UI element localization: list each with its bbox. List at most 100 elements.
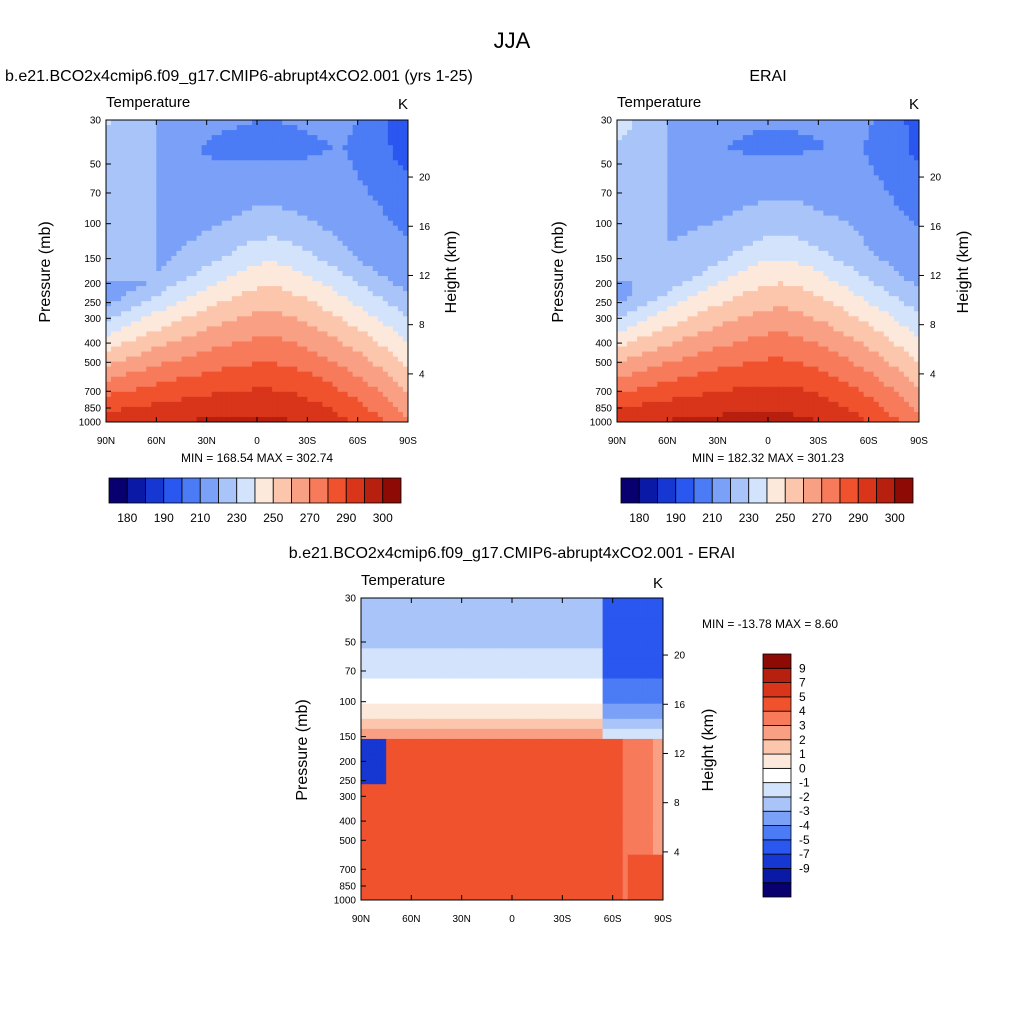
contour-cell	[131, 306, 137, 312]
contour-cell	[362, 125, 369, 131]
contour-cell	[221, 175, 228, 181]
contour-cell	[372, 250, 379, 257]
contour-cell	[116, 150, 122, 156]
contour-cell	[317, 311, 324, 317]
contour-cell	[236, 416, 243, 422]
contour-cell	[732, 145, 739, 151]
contour-cell	[297, 125, 303, 131]
contour-cell	[161, 230, 167, 237]
contour-cell	[392, 220, 399, 227]
contour-cell	[352, 205, 359, 212]
contour-cell	[216, 190, 223, 197]
contour-cell	[397, 245, 404, 252]
contour-cell	[236, 321, 243, 327]
contour-cell	[627, 190, 633, 197]
contour-cell	[372, 321, 379, 327]
contour-cell	[292, 351, 298, 358]
contour-cell	[171, 265, 178, 272]
contour-cell	[277, 255, 283, 262]
contour-cell	[297, 326, 303, 332]
contour-cell	[196, 180, 203, 187]
contour-cell	[642, 165, 648, 171]
contour-cell	[287, 331, 293, 338]
contour-cell	[387, 240, 394, 247]
contour-cell	[151, 406, 157, 413]
contour-cell	[858, 125, 865, 131]
contour-cell	[262, 190, 268, 197]
contour-cell	[778, 195, 784, 202]
contour-cell	[697, 175, 704, 181]
contour-cell	[402, 306, 408, 312]
contour-cell	[111, 260, 117, 267]
contour-cell	[141, 276, 147, 282]
contour-cell	[231, 381, 238, 388]
contour-cell	[211, 331, 218, 338]
contour-cell	[322, 125, 329, 131]
contour-cell	[176, 406, 183, 413]
contour-cell	[327, 381, 334, 388]
contour-cell	[838, 125, 845, 131]
contour-cell	[332, 240, 339, 247]
contour-cell	[161, 250, 167, 257]
contour-cell	[707, 225, 714, 232]
contour-cell	[337, 386, 344, 393]
contour-cell	[352, 276, 359, 282]
contour-cell	[267, 135, 273, 141]
contour-cell	[236, 215, 243, 222]
contour-cell	[332, 396, 339, 403]
contour-cell	[141, 255, 147, 262]
contour-cell	[146, 326, 152, 332]
contour-cell	[692, 200, 699, 207]
contour-cell	[206, 401, 213, 408]
contour-cell	[803, 120, 809, 126]
contour-cell	[632, 185, 638, 192]
contour-cell	[146, 175, 152, 181]
contour-cell	[803, 195, 809, 202]
contour-cell	[181, 381, 188, 388]
contour-cell	[898, 140, 905, 146]
contour-cell	[236, 361, 243, 368]
contour-cell	[392, 255, 399, 262]
contour-cell	[362, 306, 369, 312]
contour-cell	[151, 276, 157, 282]
contour-cell	[106, 155, 112, 161]
contour-cell	[246, 245, 253, 252]
contour-cell	[131, 296, 137, 302]
contour-cell	[282, 205, 288, 212]
contour-cell	[206, 276, 213, 282]
contour-cell	[903, 175, 910, 181]
contour-cell	[191, 326, 198, 332]
contour-cell	[292, 396, 298, 403]
contour-cell	[191, 245, 198, 252]
contour-cell	[116, 321, 122, 327]
contour-cell	[136, 125, 142, 131]
contour-cell	[873, 170, 880, 176]
contour-cell	[181, 205, 188, 212]
contour-cell	[236, 180, 243, 187]
contour-cell	[382, 276, 389, 282]
contour-cell	[727, 170, 734, 176]
contour-cell	[632, 150, 638, 156]
contour-cell	[226, 245, 233, 252]
contour-cell	[657, 190, 663, 197]
contour-cell	[682, 205, 689, 212]
contour-cell	[196, 336, 203, 343]
contour-cell	[211, 411, 218, 418]
contour-cell	[302, 276, 308, 282]
contour-cell	[312, 376, 318, 383]
contour-cell	[803, 160, 809, 166]
contour-cell	[387, 190, 394, 197]
contour-cell	[692, 185, 699, 192]
contour-cell	[317, 250, 324, 257]
contour-cell	[156, 376, 162, 383]
contour-cell	[121, 391, 127, 398]
contour-cell	[307, 150, 313, 156]
contour-cell	[307, 225, 313, 232]
contour-cell	[156, 135, 162, 141]
contour-cell	[251, 281, 258, 287]
contour-cell	[377, 180, 384, 187]
contour-cell	[186, 276, 193, 282]
contour-cell	[717, 205, 724, 212]
contour-cell	[647, 195, 653, 202]
contour-cell	[131, 316, 137, 322]
